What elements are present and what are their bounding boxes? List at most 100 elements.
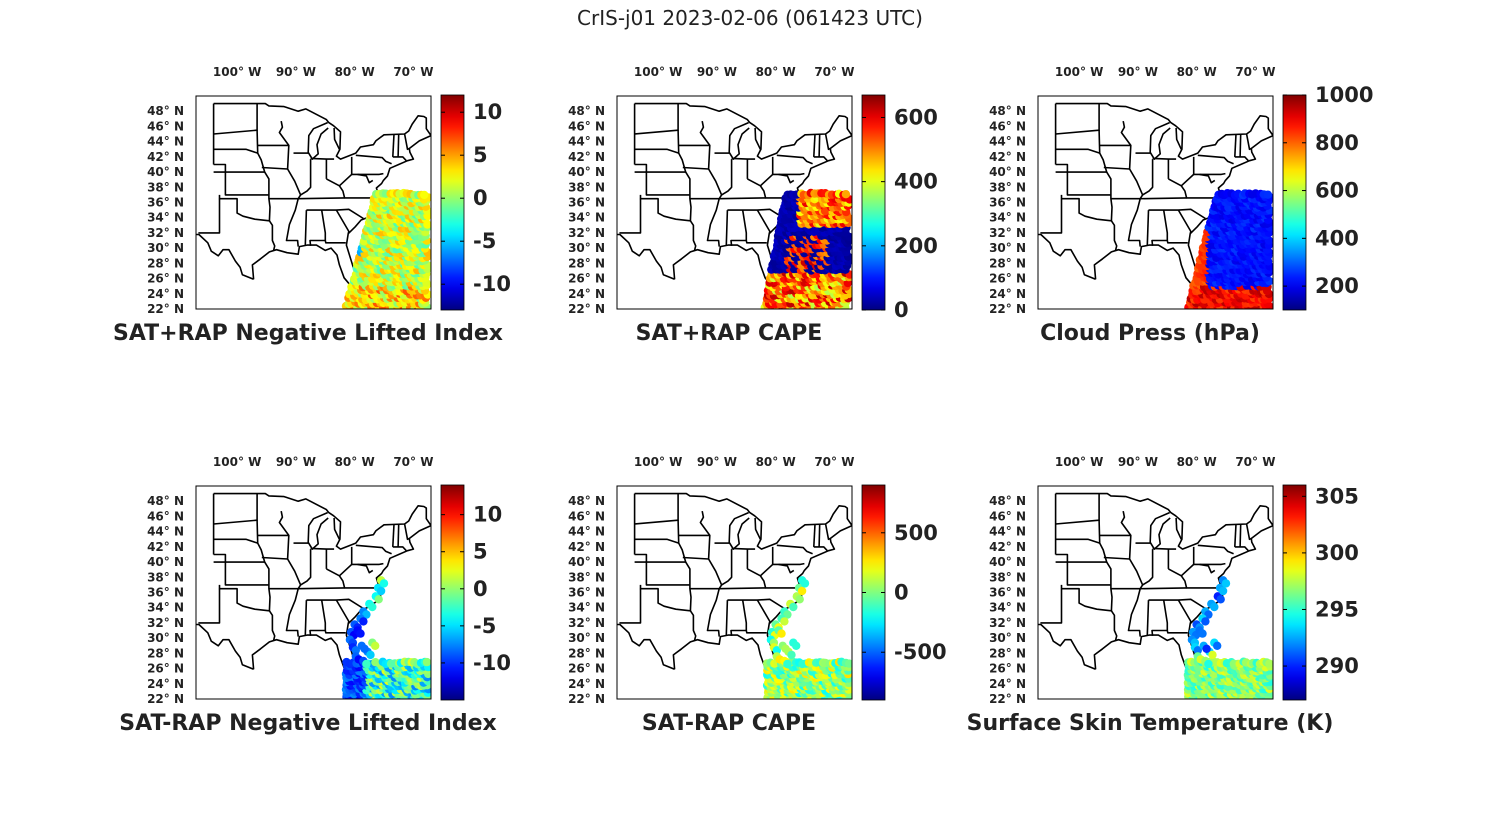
lon-label: 70° W	[814, 455, 854, 469]
colorbar-tick-label: 400	[1315, 226, 1359, 250]
lon-label: 90° W	[276, 455, 316, 469]
lat-label: 46° N	[147, 119, 184, 133]
lat-label: 36° N	[147, 196, 184, 210]
colorbar-tick-label: 1000	[1315, 83, 1373, 107]
lat-label: 30° N	[568, 631, 605, 645]
lon-label: 80° W	[335, 455, 375, 469]
map-panel-2: 100° W 90° W 80° W 70° W 48° N46° N 44° N42° …	[568, 65, 938, 346]
retrieval-points	[762, 576, 852, 699]
colorbar	[861, 94, 886, 311]
retrieval-point	[783, 659, 792, 669]
lat-label: 24° N	[147, 287, 184, 301]
lon-label: 70° W	[393, 455, 433, 469]
retrieval-point	[359, 617, 368, 626]
retrieval-point	[1218, 586, 1228, 596]
retrieval-point	[420, 190, 429, 200]
map-geography	[1038, 492, 1273, 676]
colorbar	[440, 94, 465, 311]
retrieval-point	[1213, 641, 1222, 650]
lat-label: 36° N	[147, 586, 184, 600]
retrieval-point	[1201, 617, 1210, 626]
retrieval-points	[760, 188, 852, 309]
retrieval-point	[351, 646, 360, 655]
colorbar-tick-label: 10	[473, 100, 502, 124]
retrieval-point	[1265, 659, 1273, 668]
lon-label: 90° W	[276, 65, 316, 79]
lat-label: 36° N	[568, 586, 605, 600]
lat-label: 48° N	[147, 494, 184, 508]
retrieval-point	[1210, 602, 1219, 612]
retrieval-point	[1263, 190, 1273, 199]
lat-label: 30° N	[989, 241, 1026, 255]
lat-label: 36° N	[989, 586, 1026, 600]
lat-label: 44° N	[147, 135, 184, 149]
lat-label: 32° N	[568, 616, 605, 630]
lat-label: 22° N	[989, 692, 1026, 706]
retrieval-point	[374, 595, 383, 604]
lat-label: 42° N	[989, 150, 1026, 164]
retrieval-point	[797, 586, 807, 596]
panel-title: SAT+RAP CAPE	[636, 321, 823, 346]
lat-label: 48° N	[568, 494, 605, 508]
lat-label: 22° N	[147, 302, 184, 316]
lat-label: 28° N	[568, 256, 605, 270]
lat-label: 40° N	[568, 165, 605, 179]
retrieval-point	[795, 595, 804, 604]
colorbar-tick-label: 800	[1315, 131, 1359, 155]
lat-label: 32° N	[989, 226, 1026, 240]
lat-label: 34° N	[989, 601, 1026, 615]
lat-label: 30° N	[147, 631, 184, 645]
lat-label: 28° N	[147, 646, 184, 660]
map-panel-4: 100° W 90° W 80° W 70° W 48° N46° N 44° N42° …	[119, 455, 511, 736]
lat-label: 32° N	[147, 226, 184, 240]
lon-label: 80° W	[1177, 65, 1217, 79]
retrieval-point	[1208, 650, 1217, 660]
retrieval-point	[1204, 659, 1213, 669]
retrieval-point	[379, 579, 389, 588]
lon-label: 90° W	[1118, 65, 1158, 79]
colorbar	[1282, 484, 1307, 701]
colorbar-tick-label: 200	[894, 234, 938, 258]
retrieval-point	[772, 646, 781, 655]
lat-label: 34° N	[147, 601, 184, 615]
lon-label: 100° W	[213, 65, 261, 79]
lon-label: 70° W	[393, 65, 433, 79]
lon-label: 70° W	[1235, 65, 1275, 79]
colorbar-tick-label: 10	[473, 503, 502, 527]
lat-label: 40° N	[147, 165, 184, 179]
map-panel-3: 100° W 90° W 80° W 70° W 48° N46° N 44° N42° …	[989, 65, 1373, 346]
retrieval-point	[841, 190, 851, 199]
lat-label: 26° N	[147, 662, 184, 676]
lon-label: 70° W	[1235, 455, 1275, 469]
lat-label: 44° N	[989, 525, 1026, 539]
lat-label: 32° N	[989, 616, 1026, 630]
panel-title: SAT-RAP CAPE	[642, 711, 816, 736]
lat-label: 28° N	[989, 256, 1026, 270]
lon-label: 90° W	[1118, 455, 1158, 469]
lat-label: 46° N	[147, 509, 184, 523]
lat-label: 40° N	[147, 555, 184, 569]
retrieval-point	[371, 641, 380, 650]
colorbar-tick-label: 0	[473, 577, 488, 601]
lon-label: 90° W	[697, 65, 737, 79]
colorbar-tick-label: 600	[1315, 179, 1359, 203]
retrieval-point	[800, 579, 810, 588]
colorbar-tick-label: 0	[894, 581, 909, 605]
lon-label: 80° W	[335, 65, 375, 79]
figure-title: CrIS-j01 2023-02-06 (061423 UTC)	[577, 6, 923, 30]
lat-label: 44° N	[147, 525, 184, 539]
lat-label: 34° N	[568, 211, 605, 225]
lat-label: 38° N	[568, 180, 605, 194]
lat-label: 24° N	[147, 677, 184, 691]
colorbar-tick-label: 500	[894, 521, 938, 545]
lat-label: 34° N	[568, 601, 605, 615]
retrieval-point	[844, 659, 852, 668]
lon-label: 70° W	[814, 65, 854, 79]
lat-label: 46° N	[568, 119, 605, 133]
lat-label: 26° N	[989, 662, 1026, 676]
colorbar-tick-label: 295	[1315, 597, 1359, 621]
lat-label: 38° N	[989, 570, 1026, 584]
lat-label: 38° N	[568, 570, 605, 584]
panel-title: SAT+RAP Negative Lifted Index	[113, 321, 503, 346]
